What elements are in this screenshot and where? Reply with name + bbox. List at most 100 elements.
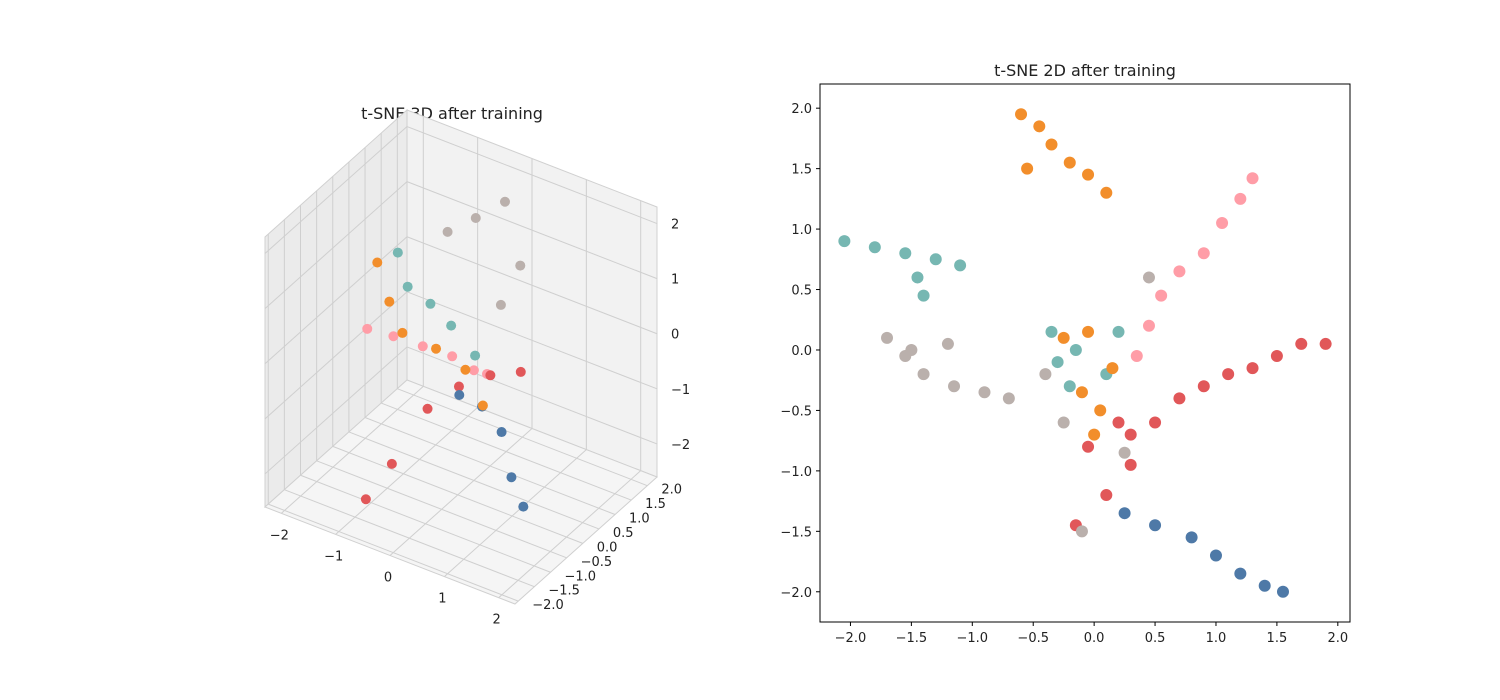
point-2d — [1246, 172, 1259, 185]
grid-line-3d — [381, 402, 632, 501]
point-2d — [978, 386, 991, 399]
grid-line-3d — [397, 388, 648, 487]
point-2d — [1002, 392, 1015, 405]
point-2d — [1063, 156, 1076, 169]
point-2d — [1149, 416, 1162, 429]
grid-line-3d — [264, 236, 408, 365]
point-2d — [1185, 531, 1198, 544]
grid-line-3d — [264, 181, 408, 310]
point-3d — [499, 196, 510, 207]
grid-line-3d — [498, 470, 642, 599]
y-tick-label-2d: 2.0 — [791, 102, 812, 117]
point-2d — [948, 380, 961, 393]
point-2d — [1222, 368, 1235, 381]
grid-line-3d — [444, 449, 587, 577]
grid-line-3d — [406, 181, 658, 280]
point-2d — [1075, 525, 1088, 538]
point-2d — [1276, 585, 1289, 598]
point-2d — [1039, 368, 1052, 381]
y-tick-label-3d: −1.5 — [548, 584, 580, 599]
point-2d — [954, 259, 967, 272]
axes-panes-3d — [264, 108, 658, 605]
y-tick-label-2d: 0.5 — [791, 284, 812, 299]
point-2d — [1173, 392, 1186, 405]
point-2d — [1155, 289, 1168, 302]
point-3d — [360, 494, 371, 505]
point-3d — [372, 257, 383, 268]
grid-line-3d — [300, 474, 551, 573]
point-2d — [1082, 325, 1095, 338]
y-tick-label-3d: 2.0 — [661, 483, 682, 498]
y-tick-label-2d: −1.0 — [780, 465, 812, 480]
point-2d — [899, 247, 912, 260]
grid-line-3d — [364, 417, 616, 515]
x-tick-label-2d: 0.0 — [1084, 631, 1105, 646]
point-2d — [1197, 380, 1210, 393]
point-3d — [515, 366, 526, 377]
point-2d — [1270, 350, 1283, 363]
point-3d — [460, 364, 471, 375]
grid-line-3d — [389, 428, 533, 556]
point-2d — [1075, 386, 1088, 399]
point-3d — [422, 403, 433, 414]
point-2d — [1069, 343, 1082, 356]
point-2d — [1057, 416, 1070, 429]
point-2d — [1051, 356, 1064, 369]
point-2d — [1033, 120, 1046, 133]
y-tick-label-2d: 1.5 — [791, 163, 812, 178]
z-tick-label-3d: 2 — [671, 218, 679, 233]
point-2d — [1246, 362, 1259, 375]
point-2d — [1197, 247, 1210, 260]
tsne-2d-plot: t-SNE 2D after training −2.0 −1.5 −1.0 −0.5… — [780, 61, 1351, 646]
point-2d — [1118, 507, 1131, 520]
point-2d — [911, 271, 924, 284]
point-2d — [1173, 265, 1186, 278]
grid-line-3d — [284, 489, 535, 588]
grid-line-3d — [264, 291, 408, 420]
point-2d — [1124, 428, 1137, 441]
z-tick-label-3d: 1 — [671, 273, 679, 288]
grid-line-3d — [264, 126, 408, 254]
point-2d — [881, 331, 894, 344]
point-2d — [917, 368, 930, 381]
grid-line-3d — [280, 385, 424, 514]
x-tick-label-2d: −0.5 — [1017, 631, 1049, 646]
z-tick-label-3d: −2 — [671, 438, 690, 453]
x-tick-label-2d: −2.0 — [835, 631, 867, 646]
point-3d — [417, 341, 428, 352]
point-2d — [1015, 108, 1028, 121]
y-tick-label-2d: −1.5 — [780, 525, 812, 540]
point-3d — [470, 350, 481, 361]
point-2d — [1142, 319, 1155, 332]
point-3d — [431, 343, 442, 354]
point-2d — [868, 241, 881, 254]
point-3d — [447, 351, 458, 362]
x-tick-label-3d: 2 — [493, 613, 501, 628]
ticks-2d: −2.0 −1.5 −1.0 −0.5 0.0 0.5 1.0 1.5 2.0 −2.0 −1.5 −… — [780, 102, 1348, 646]
point-3d — [425, 298, 436, 309]
x-tick-label-3d: −1 — [324, 549, 343, 564]
grid-line-3d — [406, 346, 658, 445]
point-2d — [917, 289, 930, 302]
point-3d — [485, 370, 496, 381]
point-2d — [1045, 138, 1058, 151]
z-tick-label-3d: −1 — [671, 383, 690, 398]
point-2d — [1045, 325, 1058, 338]
point-2d — [1082, 168, 1095, 181]
point-3d — [454, 389, 465, 400]
point-3d — [518, 501, 529, 512]
point-3d — [515, 260, 526, 271]
x-tick-label-3d: 0 — [384, 571, 392, 586]
point-2d — [1112, 325, 1125, 338]
grid-line-3d — [268, 503, 519, 602]
point-2d — [1258, 579, 1271, 592]
grid-line-3d — [406, 236, 658, 335]
point-3d — [468, 365, 479, 376]
point-3d — [392, 247, 403, 258]
point-2d — [941, 337, 954, 350]
point-2d — [1082, 440, 1095, 453]
grid-line-3d — [406, 126, 658, 224]
y-tick-label-2d: 0.0 — [791, 344, 812, 359]
points-2d — [838, 108, 1332, 598]
y-tick-label-3d: −0.5 — [581, 555, 613, 570]
